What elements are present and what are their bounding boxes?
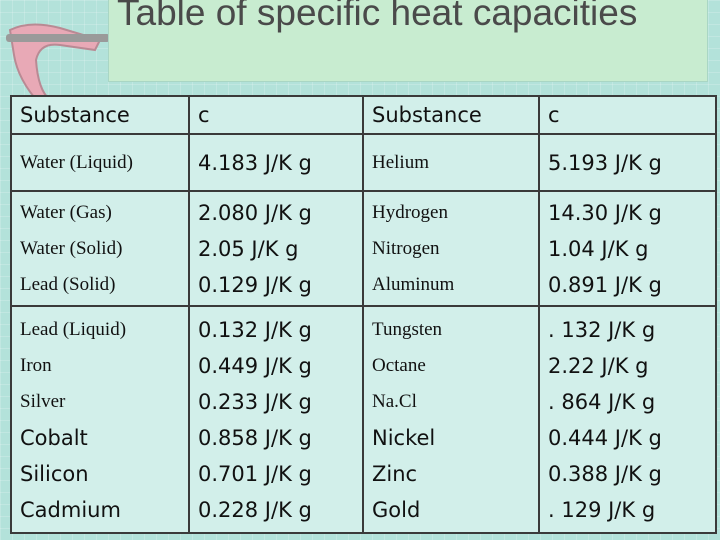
heat-value: . 864 J/K g	[548, 389, 656, 414]
substance: Silicon	[20, 461, 89, 486]
heat-value: 0.388 J/K g	[548, 461, 662, 486]
header-cell: Substance	[10, 95, 190, 135]
table-row: Water (Liquid) 4.183 J/K g Helium 5.193 J/K…	[10, 133, 717, 192]
table-cell: Helium	[362, 133, 540, 192]
substance: Lead (Solid)	[20, 273, 116, 295]
table-cell: 0.132 J/K g 0.449 J/K g 0.233 J/K g 0.858 J…	[188, 305, 364, 534]
table-row: Lead (Liquid) Iron Silver Cobalt Silicon Cadm…	[10, 305, 717, 534]
table-cell: Water (Liquid)	[10, 133, 190, 192]
heat-value: 4.183 J/K g	[198, 150, 312, 175]
substance: Gold	[372, 497, 421, 522]
substance: Tungsten	[372, 318, 443, 340]
heat-value: 0.444 J/K g	[548, 425, 662, 450]
heat-value: 0.228 J/K g	[198, 497, 312, 522]
header-text: Substance	[372, 103, 482, 127]
heat-value: 2.22 J/K g	[548, 353, 649, 378]
heat-value: . 129 J/K g	[548, 497, 656, 522]
heat-value: . 132 J/K g	[548, 317, 656, 342]
table-cell: 2.080 J/K g 2.05 J/K g 0.129 J/K g	[188, 190, 364, 307]
substance: Water (Solid)	[20, 237, 123, 259]
table-cell: 14.30 J/K g 1.04 J/K g 0.891 J/K g	[538, 190, 717, 307]
substance: Zinc	[372, 461, 418, 486]
heat-value: 1.04 J/K g	[548, 236, 649, 261]
substance: Na.Cl	[372, 390, 417, 412]
heat-value: 14.30 J/K g	[548, 200, 662, 225]
table-cell: Hydrogen Nitrogen Aluminum	[362, 190, 540, 307]
header-row: Substance c Substance c	[10, 95, 717, 135]
substance: Nickel	[372, 425, 436, 450]
header-text: c	[198, 103, 210, 127]
heat-value: 0.449 J/K g	[198, 353, 312, 378]
title-box: Table of specific heat capacities	[108, 0, 708, 82]
heat-value: 0.129 J/K g	[198, 272, 312, 297]
table-cell: 5.193 J/K g	[538, 133, 717, 192]
substance: Aluminum	[372, 273, 455, 295]
heat-value: 0.701 J/K g	[198, 461, 312, 486]
heat-value: 2.05 J/K g	[198, 236, 299, 261]
title: Table of specific heat capacities	[117, 0, 638, 33]
substance: Nitrogen	[372, 237, 440, 259]
substance: Iron	[20, 354, 52, 376]
heat-value: 0.233 J/K g	[198, 389, 312, 414]
header-cell: c	[538, 95, 717, 135]
heat-table: Substance c Substance c Water (Liquid) 4.183 …	[10, 95, 717, 534]
decoration	[6, 23, 110, 106]
heat-value: 0.858 J/K g	[198, 425, 312, 450]
header-text: c	[548, 103, 560, 127]
table-cell: Water (Gas) Water (Solid) Lead (Solid)	[10, 190, 190, 307]
substance: Lead (Liquid)	[20, 318, 127, 340]
heat-value: 5.193 J/K g	[548, 150, 662, 175]
table-row: Water (Gas) Water (Solid) Lead (Solid) 2.08…	[10, 190, 717, 307]
substance: Silver	[20, 390, 66, 412]
substance: Water (Liquid)	[20, 151, 133, 173]
substance: Water (Gas)	[20, 201, 112, 223]
substance: Cadmium	[20, 497, 121, 522]
table-cell: 4.183 J/K g	[188, 133, 364, 192]
table-cell: Lead (Liquid) Iron Silver Cobalt Silicon Cadm…	[10, 305, 190, 534]
header-cell: Substance	[362, 95, 540, 135]
substance: Cobalt	[20, 425, 88, 450]
heat-value: 0.132 J/K g	[198, 317, 312, 342]
substance: Helium	[372, 151, 429, 173]
heat-value: 0.891 J/K g	[548, 272, 662, 297]
table-cell: . 132 J/K g 2.22 J/K g . 864 J/K g 0.444 J/…	[538, 305, 717, 534]
header-text: Substance	[20, 103, 130, 127]
heat-value: 2.080 J/K g	[198, 200, 312, 225]
table-cell: Tungsten Octane Na.Cl Nickel Zinc Gold	[362, 305, 540, 534]
substance: Octane	[372, 354, 426, 376]
substance: Hydrogen	[372, 201, 448, 223]
header-cell: c	[188, 95, 364, 135]
